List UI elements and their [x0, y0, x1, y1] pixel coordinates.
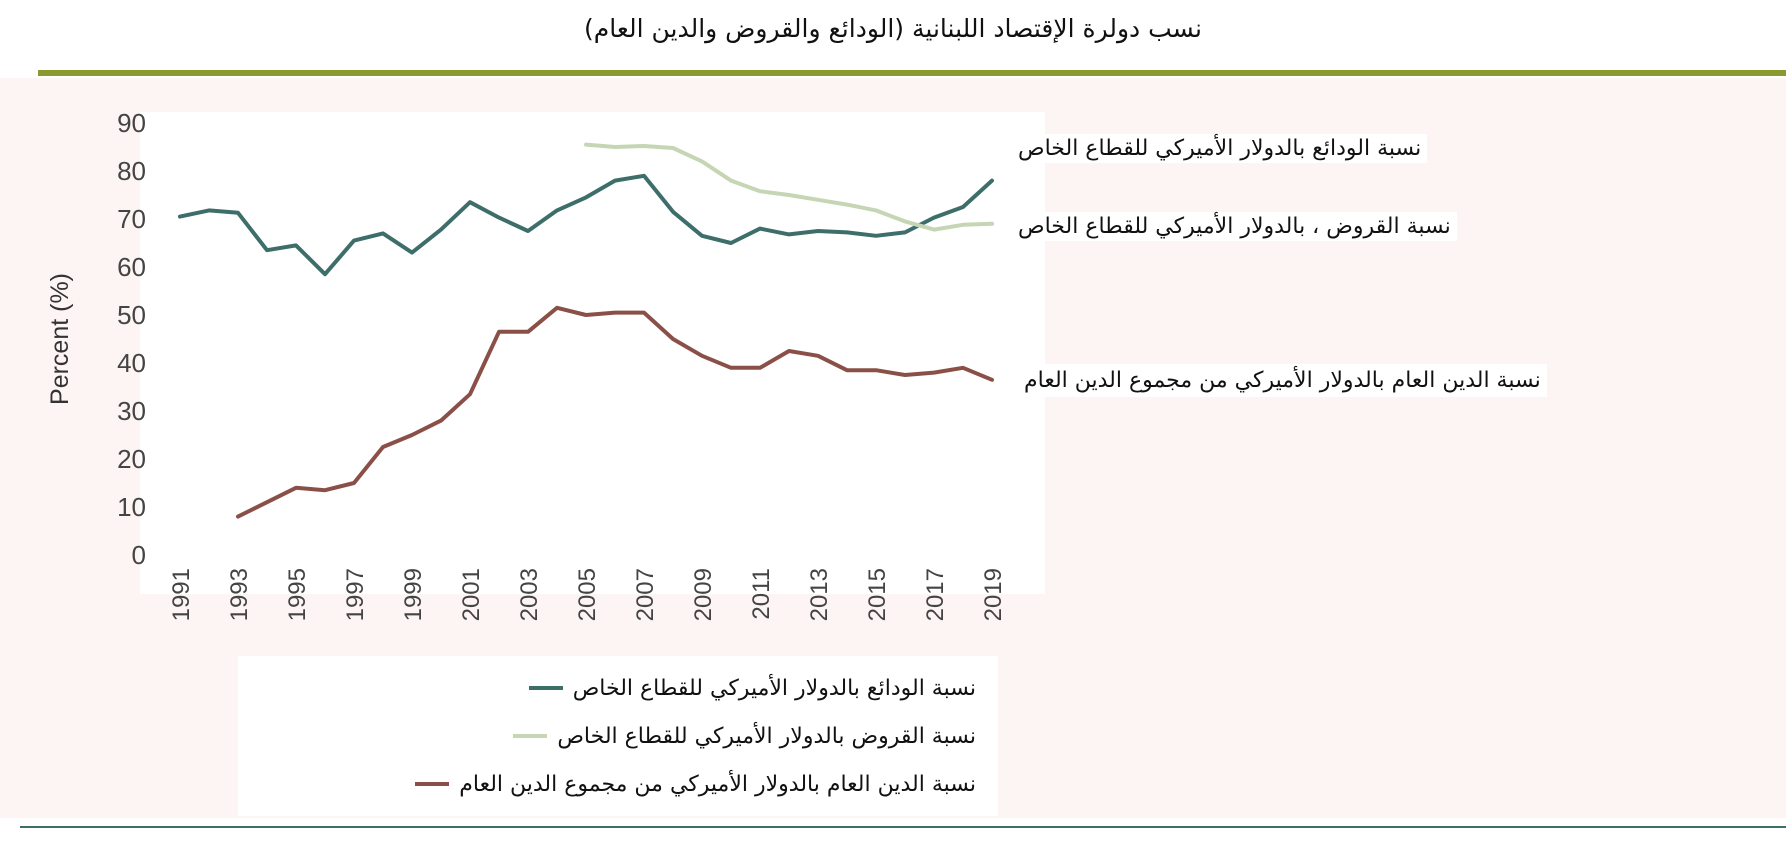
y-tick-label: 60 [117, 252, 146, 282]
x-tick-label: 2003 [516, 568, 543, 621]
y-axis-label: Percent (%) [46, 273, 74, 405]
annotation-loans: نسبة القروض ، بالدولار الأميركي للقطاع ا… [1012, 212, 1457, 241]
y-axis-ticks: 0 10 20 30 40 50 60 70 80 90 [117, 108, 146, 570]
plot-area [140, 112, 1045, 594]
y-tick-label: 80 [117, 156, 146, 186]
x-tick-label: 2017 [922, 568, 949, 621]
title-divider [38, 70, 1786, 76]
legend-swatch [528, 686, 563, 690]
legend-label: نسبة القروض بالدولار الأميركي للقطاع الخ… [557, 723, 976, 749]
series-line-loans [584, 142, 994, 232]
y-tick-label: 40 [117, 348, 146, 378]
x-tick-label: 1995 [284, 568, 311, 621]
legend-item-public-debt: نسبة الدين العام بالدولار الأميركي من مج… [415, 764, 976, 804]
x-tick-label: 2001 [458, 568, 485, 621]
legend-swatch [415, 782, 450, 786]
x-tick-label: 2007 [632, 568, 659, 621]
legend: نسبة الودائع بالدولار الأميركي للقطاع ال… [238, 656, 998, 816]
chart-title: نسب دولرة الإقتصاد اللبنانية (الودائع وا… [584, 14, 1202, 43]
legend-item-deposits: نسبة الودائع بالدولار الأميركي للقطاع ال… [528, 668, 976, 708]
x-axis-ticks: 1991 1993 1995 1997 1999 2001 2003 2005 2007 2009… [168, 568, 1007, 621]
annotation-public-debt: نسبة الدين العام بالدولار الأميركي من مج… [1018, 364, 1547, 397]
x-tick-label: 1993 [226, 568, 253, 621]
series-lines [178, 142, 994, 519]
series-line-deposits [178, 173, 994, 277]
annotation-deposits: نسبة الودائع بالدولار الأميركي للقطاع ال… [1012, 134, 1428, 163]
x-tick-label: 2013 [806, 568, 833, 621]
legend-label: نسبة الودائع بالدولار الأميركي للقطاع ال… [572, 675, 976, 701]
x-tick-label: 1997 [342, 568, 369, 621]
y-tick-label: 30 [117, 396, 146, 426]
x-tick-label: 1991 [168, 568, 195, 621]
x-tick-label: 2015 [864, 568, 891, 621]
legend-item-loans: نسبة القروض بالدولار الأميركي للقطاع الخ… [513, 716, 976, 756]
y-tick-label: 10 [117, 492, 146, 522]
legend-swatch [513, 734, 548, 738]
x-tick-label: 2009 [690, 568, 717, 621]
series-line-public-debt [236, 305, 994, 519]
x-tick-label: 2019 [980, 568, 1007, 621]
y-tick-label: 50 [117, 300, 146, 330]
y-tick-label: 0 [132, 540, 146, 570]
y-tick-label: 70 [117, 204, 146, 234]
y-tick-label: 90 [117, 108, 146, 138]
x-tick-label: 2005 [574, 568, 601, 621]
legend-label: نسبة الدين العام بالدولار الأميركي من مج… [459, 771, 976, 797]
y-tick-label: 20 [117, 444, 146, 474]
x-tick-label: 2011 [748, 568, 775, 620]
bottom-divider [20, 826, 1786, 828]
x-tick-label: 1999 [400, 568, 427, 621]
